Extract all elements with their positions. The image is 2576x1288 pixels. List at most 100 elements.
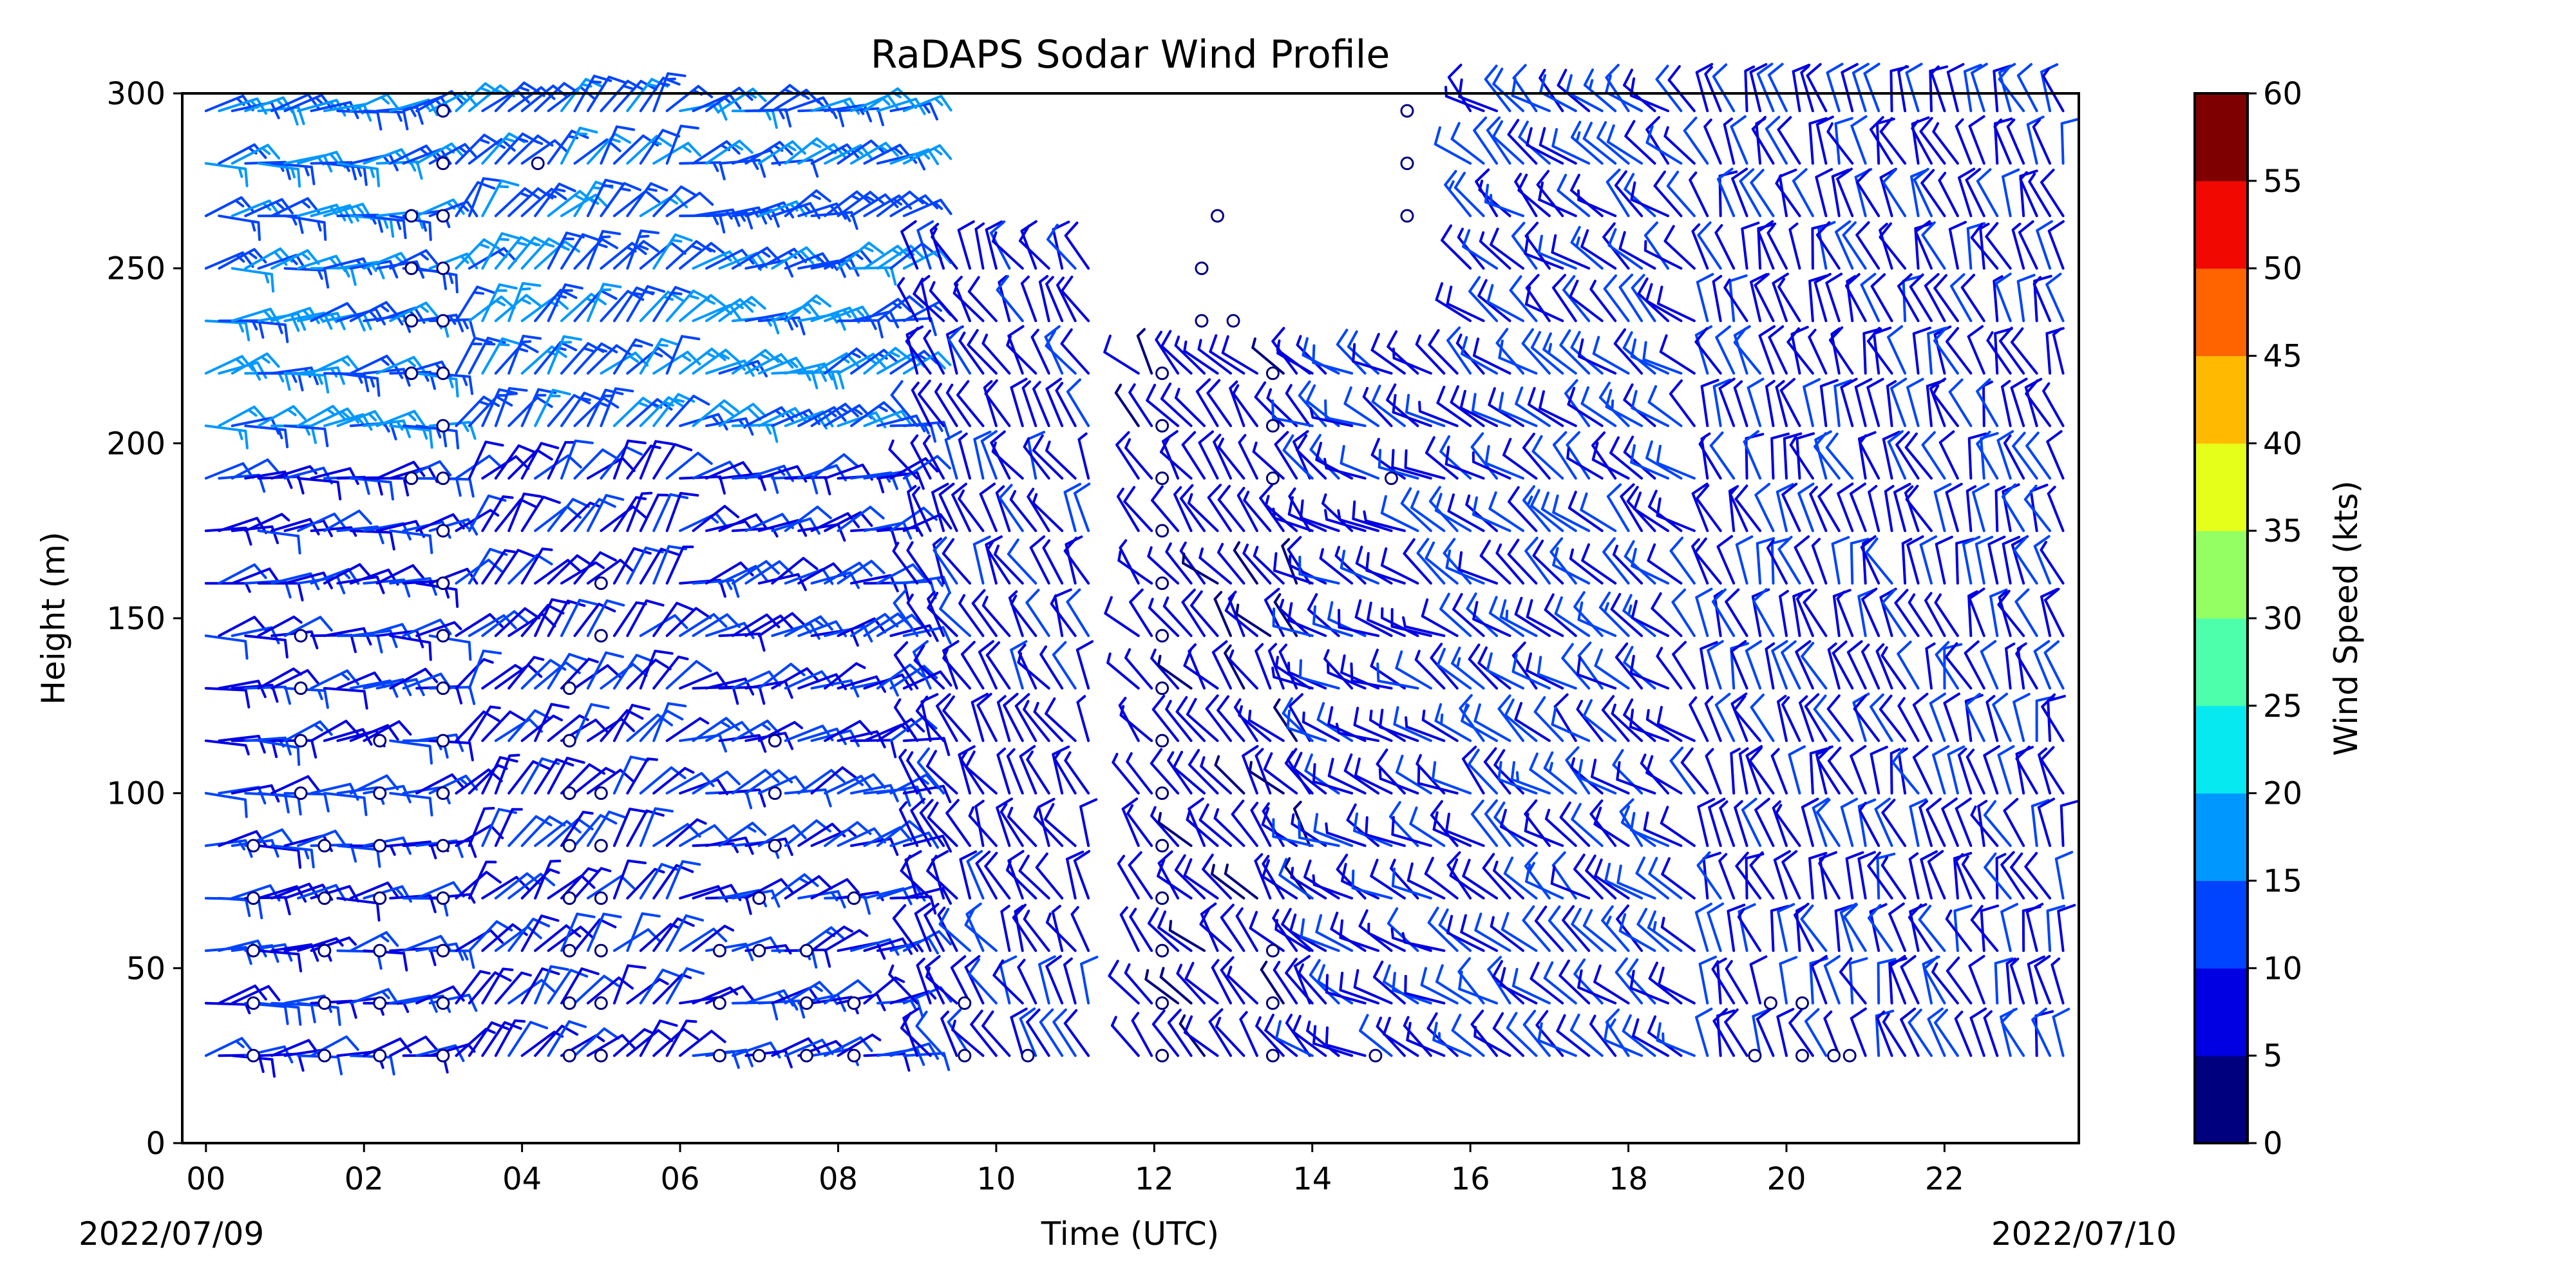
wind-barb xyxy=(218,984,267,1005)
wind-barb xyxy=(2001,483,2025,533)
wind-barb xyxy=(1119,906,1140,952)
wind-barb xyxy=(1986,331,2012,375)
wind-barb xyxy=(1624,120,1656,165)
wind-barb xyxy=(863,887,913,905)
wind-barb xyxy=(1298,819,1340,848)
wind-barb xyxy=(850,739,897,759)
wind-barb xyxy=(971,589,998,638)
wind-barb xyxy=(1754,272,1775,323)
wind-barb xyxy=(1472,337,1511,375)
wind-barb xyxy=(1370,437,1406,480)
wind-barb xyxy=(1151,485,1180,533)
wind-barb xyxy=(1929,692,1946,743)
wind-barb xyxy=(718,685,766,705)
wind-barb xyxy=(1066,850,1084,900)
wind-barb xyxy=(1404,974,1446,1005)
wind-barb xyxy=(1814,431,1841,480)
calm-marker xyxy=(847,891,861,905)
wind-barb xyxy=(1176,963,1206,1005)
wind-barb xyxy=(1749,851,1775,900)
wind-barb xyxy=(784,189,831,218)
calm-marker xyxy=(1155,786,1170,800)
wind-barb xyxy=(1017,958,1037,1005)
wind-barb xyxy=(1521,328,1551,375)
wind-barb xyxy=(1150,649,1180,690)
wind-barb xyxy=(1771,639,1788,690)
wind-barb xyxy=(204,355,254,375)
wind-barb xyxy=(1944,642,1973,690)
wind-barb xyxy=(1659,334,1696,375)
wind-barb xyxy=(1175,696,1206,743)
wind-barb xyxy=(1551,706,1591,743)
wind-barb xyxy=(1648,961,1683,1005)
wind-barb xyxy=(1976,378,1999,428)
wind-barb xyxy=(1749,63,1768,113)
wind-barb xyxy=(1695,1007,1713,1057)
wind-barb xyxy=(652,767,695,795)
wind-barb xyxy=(1567,491,1604,533)
wind-barb xyxy=(679,734,727,753)
calm-marker xyxy=(294,681,308,696)
calm-marker xyxy=(799,996,813,1010)
wind-barb xyxy=(1714,692,1736,743)
wind-barb xyxy=(967,276,998,323)
wind-barb xyxy=(771,873,819,900)
wind-barb xyxy=(1250,802,1272,848)
wind-barb xyxy=(1027,488,1050,533)
wind-barb xyxy=(718,822,767,848)
wind-barb xyxy=(297,884,346,902)
wind-barb xyxy=(310,885,360,903)
wind-barb xyxy=(1213,808,1245,848)
wind-barb xyxy=(1618,913,1656,952)
wind-barb xyxy=(612,964,647,1005)
wind-barb xyxy=(1831,536,1850,585)
wind-barb xyxy=(1859,434,1880,480)
wind-barb xyxy=(1540,491,1577,533)
wind-barb xyxy=(1948,378,1973,428)
calm-marker xyxy=(1155,681,1170,696)
wind-barb xyxy=(1645,709,1683,743)
wind-barb xyxy=(1980,639,1999,690)
wind-barb xyxy=(1603,1021,1643,1057)
wind-barb xyxy=(415,267,459,294)
wind-barb xyxy=(283,616,333,638)
wind-barbs xyxy=(204,62,2080,1078)
wind-barb xyxy=(1287,602,1327,638)
wind-barb xyxy=(415,621,462,638)
wind-barb xyxy=(692,925,735,952)
wind-barb xyxy=(1705,748,1722,795)
wind-barb xyxy=(244,319,289,343)
wind-barb xyxy=(1336,328,1367,375)
wind-barb xyxy=(283,519,333,538)
wind-barb xyxy=(1359,1014,1393,1057)
wind-barb xyxy=(744,560,793,585)
wind-barb xyxy=(993,544,1024,585)
wind-barb xyxy=(1136,328,1153,375)
wind-barb xyxy=(1315,914,1354,952)
wind-barb xyxy=(1532,539,1564,585)
wind-barb xyxy=(586,230,621,270)
wind-barb xyxy=(2000,903,2019,952)
wind-barb xyxy=(494,444,536,480)
wind-barb xyxy=(1629,811,1669,848)
wind-barb xyxy=(257,615,303,638)
wind-barb xyxy=(1869,116,1893,165)
wind-barb xyxy=(1183,648,1219,690)
wind-barb xyxy=(837,773,886,795)
wind-barb xyxy=(771,246,820,270)
wind-barb xyxy=(1971,62,1988,113)
calm-marker xyxy=(373,891,387,905)
wind-barb xyxy=(1238,433,1258,480)
wind-barb xyxy=(1012,904,1037,952)
wind-barb xyxy=(1242,744,1259,795)
wind-barb xyxy=(612,547,652,585)
wind-barb xyxy=(573,238,618,270)
wind-barb xyxy=(1035,852,1064,900)
wind-barb xyxy=(718,158,766,178)
wind-barb xyxy=(586,178,624,218)
wind-barb xyxy=(892,542,919,585)
wind-barb xyxy=(2000,1009,2025,1057)
wind-barb xyxy=(1700,641,1718,690)
wind-barb xyxy=(784,788,832,808)
